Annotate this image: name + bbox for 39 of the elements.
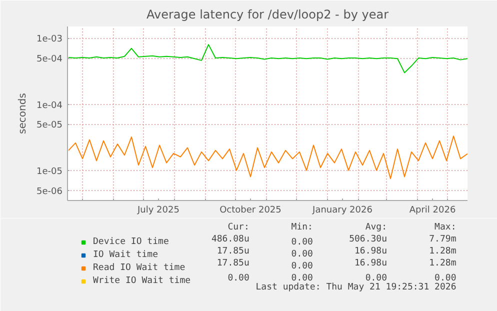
text: 16.98u [354,258,388,268]
text: 16.98u [354,246,388,256]
text: 0.00 [228,274,250,284]
text: Min: [291,222,313,232]
y-tick-label: 1e-04 [36,100,63,111]
y-axis-title: seconds [18,93,29,134]
legend-label: Write IO Wait time [93,276,191,286]
text: 0.00 [291,250,313,260]
y-tick-label: 5e-06 [36,186,63,197]
y-tick-label: 1e-03 [36,34,63,45]
line-series [68,44,468,74]
text: 0.00 [434,274,456,284]
text: 0.00 [291,262,313,272]
y-tick-label: 5e-04 [36,54,63,65]
y-tick-label: 5e-05 [36,120,63,131]
x-tick-label: January 2026 [312,206,373,216]
text: 486.08u [211,234,250,244]
text: Last update: Thu May 21 19:25:31 2026 [256,282,456,292]
text: 0.00 [291,238,313,248]
text: Avg: [365,222,388,232]
text: 0.00 [365,274,388,284]
text: 1.28m [429,246,456,256]
y-tick-label: 1e-05 [36,166,63,177]
line-series [68,136,468,180]
x-tick-label: April 2026 [409,206,456,216]
text: Cur: [228,222,250,232]
text: 506.30u [349,234,388,244]
text: Max: [434,222,456,232]
text: 17.85u [216,246,250,256]
text: 0.00 [291,274,313,284]
legend-label: IO Wait time [93,250,158,260]
legend-label: Read IO Wait time [93,263,186,273]
text: 17.85u [216,258,250,268]
text: 7.79m [429,234,456,244]
x-tick-label: July 2025 [136,206,180,216]
x-tick-label: October 2025 [220,206,282,216]
chart-title: Average latency for /dev/loop2 - by year [146,8,389,22]
legend-label: Device IO time [93,237,169,247]
text: 1.28m [429,258,456,268]
